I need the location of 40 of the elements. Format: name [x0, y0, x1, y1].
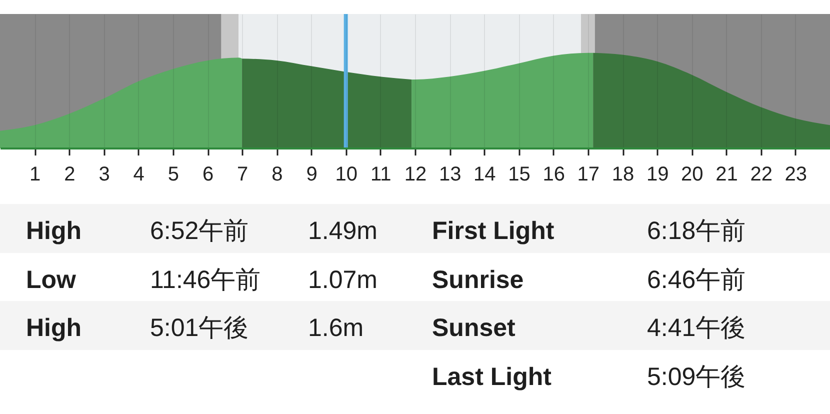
text: Last Light	[432, 362, 552, 392]
x-tick-label: 17	[577, 164, 600, 186]
x-tick-label: 21	[716, 164, 738, 186]
text: 11:46午前	[150, 264, 261, 295]
text: 5:09午後	[647, 362, 746, 392]
text: First Light	[432, 216, 554, 246]
text: 1.49m	[308, 216, 378, 246]
text: 6:46午前	[647, 264, 746, 295]
text: 6:52午前	[150, 216, 249, 246]
x-tick-label: 13	[438, 164, 462, 186]
x-tick-label: 9	[306, 164, 318, 186]
x-tick-label: 20	[681, 164, 704, 186]
x-tick-label: 22	[750, 164, 772, 186]
text: 6:18午前	[647, 216, 746, 246]
x-tick-label: 19	[646, 164, 669, 186]
x-tick-label: 15	[508, 164, 530, 186]
x-tick-label: 16	[542, 164, 565, 186]
text: Sunset	[432, 313, 516, 344]
x-tick-label: 12	[404, 164, 427, 186]
x-tick-label: 23	[784, 164, 808, 186]
x-tick-label: 2	[64, 164, 76, 186]
text: 4:41午後	[647, 313, 746, 344]
x-tick-label: 11	[370, 164, 392, 186]
text: 5:01午後	[150, 313, 249, 344]
x-tick-label: 18	[612, 164, 634, 186]
text: Low	[26, 264, 76, 295]
x-tick-label: 1	[30, 164, 41, 186]
text: 1.6m	[308, 313, 364, 344]
x-tick-label: 3	[98, 164, 110, 186]
x-tick-label: 6	[202, 164, 214, 186]
text: High	[26, 313, 82, 344]
x-tick-label: 5	[168, 164, 179, 186]
x-tick-label: 10	[335, 164, 358, 186]
text: Sunrise	[432, 264, 524, 295]
text: 1.07m	[308, 264, 378, 295]
x-tick-label: 4	[133, 164, 144, 186]
x-tick-label: 14	[474, 164, 496, 186]
x-tick-label: 7	[237, 164, 248, 186]
text: High	[26, 216, 82, 246]
x-tick-label: 8	[272, 164, 283, 186]
